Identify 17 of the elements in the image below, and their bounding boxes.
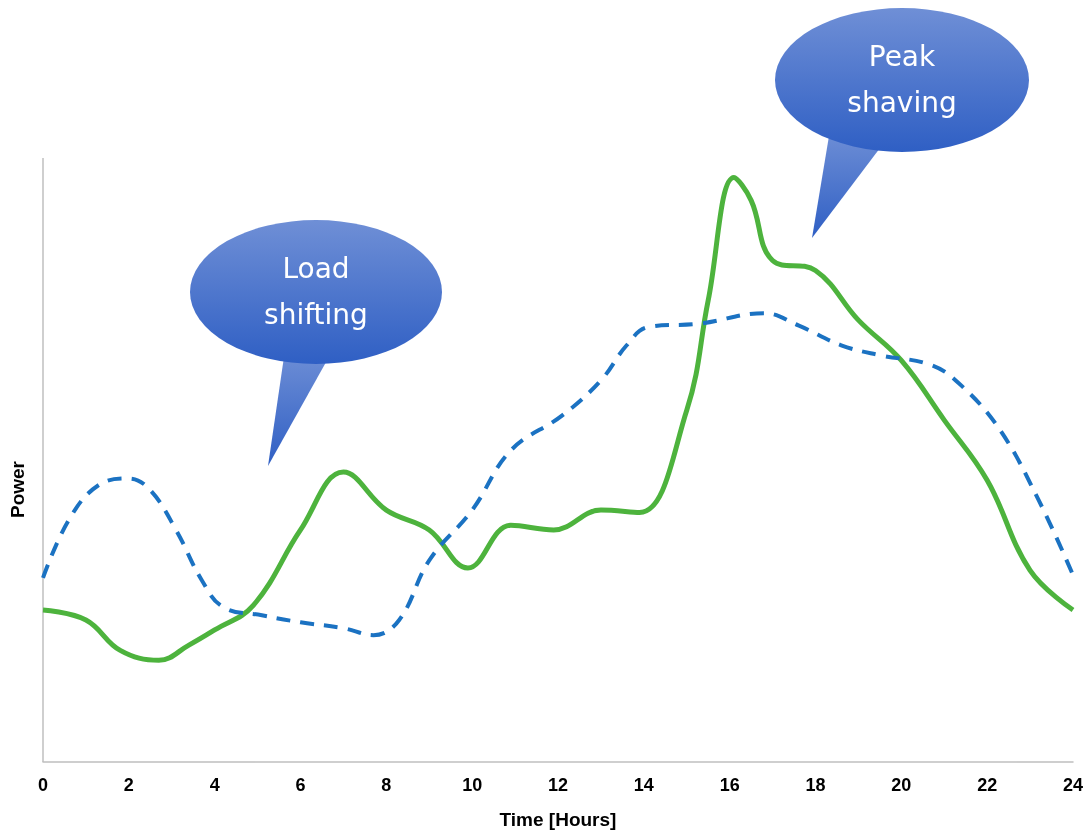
x-tick-label: 4	[209, 775, 220, 795]
annotation: Load shifting	[263, 251, 369, 333]
x-tick-label: 2	[123, 775, 134, 795]
x-tick-label: 8	[381, 775, 392, 795]
x-tick-label: 6	[295, 775, 306, 795]
y-axis-title: Power	[7, 460, 28, 519]
x-tick-label: 10	[462, 775, 483, 795]
x-tick-label: 24	[1062, 775, 1084, 795]
x-tick-label: 0	[37, 775, 49, 795]
x-tick-label: 12	[547, 775, 569, 795]
x-tick-label: 22	[977, 775, 998, 795]
x-tick-label: 18	[805, 775, 826, 795]
x-tick-label: 14	[633, 775, 654, 795]
x-axis-title: Time [Hours]	[499, 809, 617, 830]
x-tick-label: 20	[891, 775, 912, 795]
text: Peak shaving	[846, 39, 958, 121]
x-tick-label: 16	[719, 775, 740, 795]
